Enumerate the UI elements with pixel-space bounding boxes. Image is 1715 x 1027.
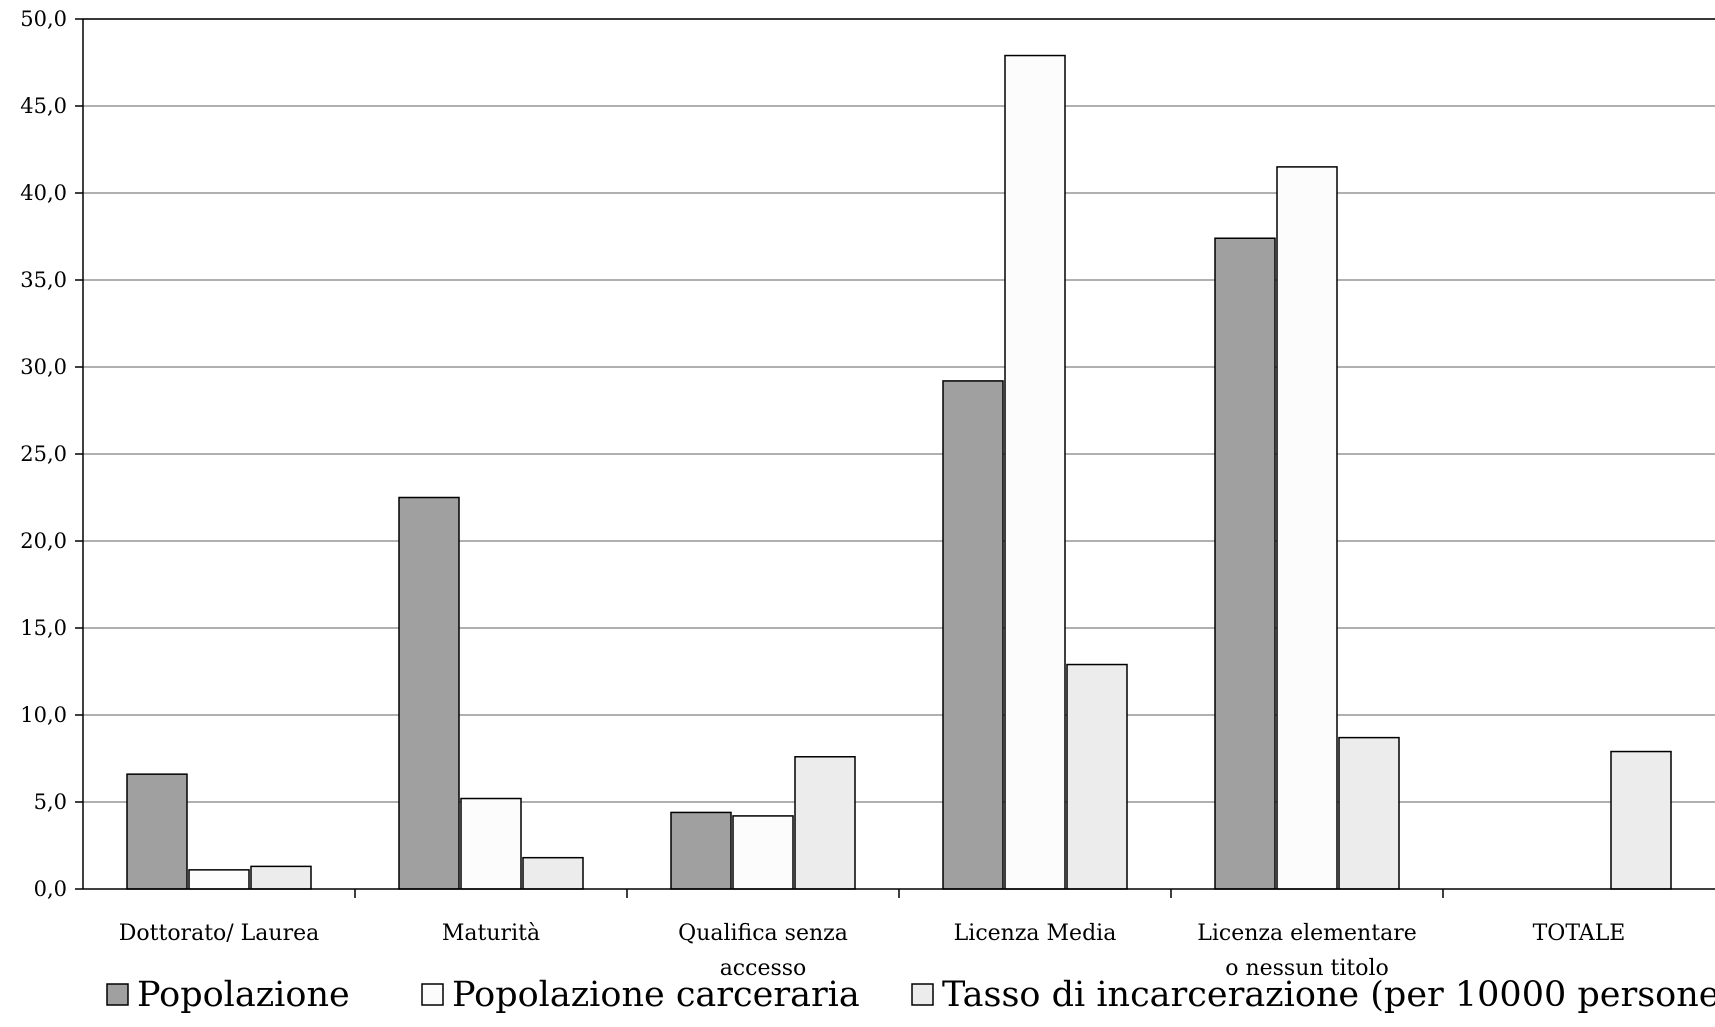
legend-swatch <box>106 983 129 1006</box>
y-tick-label: 50,0 <box>20 7 67 31</box>
y-tick-label: 35,0 <box>20 268 67 292</box>
x-tick-label-line: o nessun titolo <box>1225 956 1389 981</box>
x-tick-label-line: Qualifica senza <box>678 921 848 946</box>
bar <box>1276 166 1338 890</box>
x-tick-label-line: Licenza elementare <box>1197 921 1416 946</box>
x-tick-label: TOTALE <box>1533 921 1626 946</box>
y-tick-label: 30,0 <box>20 355 67 379</box>
y-tick-label: 10,0 <box>20 703 67 727</box>
gridlines <box>83 18 1715 803</box>
x-tick-label: Maturità <box>442 921 540 946</box>
legend-swatch <box>911 983 934 1006</box>
legend-label: Popolazione carceraria <box>452 975 860 1015</box>
y-tick-label: 15,0 <box>20 616 67 640</box>
bar <box>250 865 312 890</box>
y-tick-label: 20,0 <box>20 529 67 553</box>
legend-swatch <box>421 983 444 1006</box>
x-tick-label: Licenza Media <box>954 921 1117 946</box>
bar <box>1610 750 1672 890</box>
x-tick-label-line: accesso <box>720 956 807 981</box>
y-tick-label: 5,0 <box>34 790 67 814</box>
legend: Popolazione Popolazione carceraria Tasso d… <box>106 975 1715 1015</box>
y-tick-label: 25,0 <box>20 442 67 466</box>
y-tick-label: 40,0 <box>20 181 67 205</box>
y-tick-labels: 0,0 5,0 10,0 15,0 20,0 25,0 30,0 35,0 40,0 45,0 50… <box>20 7 67 901</box>
bar <box>1066 663 1128 890</box>
x-tick-label: Qualifica senza accesso <box>678 921 848 981</box>
x-tick-label: Licenza elementare o nessun titolo <box>1197 921 1416 981</box>
bar <box>670 811 732 890</box>
bar <box>460 797 522 890</box>
y-tick-label: 45,0 <box>20 94 67 118</box>
axes <box>75 18 1715 898</box>
bar <box>1004 54 1066 890</box>
bar <box>188 869 250 890</box>
bar <box>1214 237 1276 890</box>
legend-label: Popolazione <box>137 975 350 1015</box>
x-tick-labels: Dottorato/ Laurea Maturità Qualifica senza… <box>119 921 1626 981</box>
x-tick-label-line: Maturità <box>442 921 540 946</box>
bar <box>126 773 188 890</box>
bar <box>942 380 1004 890</box>
x-tick-label-line: TOTALE <box>1533 921 1626 946</box>
bar <box>522 856 584 890</box>
bar <box>794 756 856 890</box>
bar <box>398 496 460 890</box>
bars <box>126 54 1672 890</box>
x-tick-label: Dottorato/ Laurea <box>119 921 319 946</box>
x-tick-label-line: Licenza Media <box>954 921 1117 946</box>
bar <box>732 815 794 890</box>
legend-label: Tasso di incarcerazione (per 10000 perso… <box>942 975 1715 1015</box>
bar <box>1338 736 1400 890</box>
y-tick-label: 0,0 <box>34 877 67 901</box>
x-tick-label-line: Dottorato/ Laurea <box>119 921 319 946</box>
